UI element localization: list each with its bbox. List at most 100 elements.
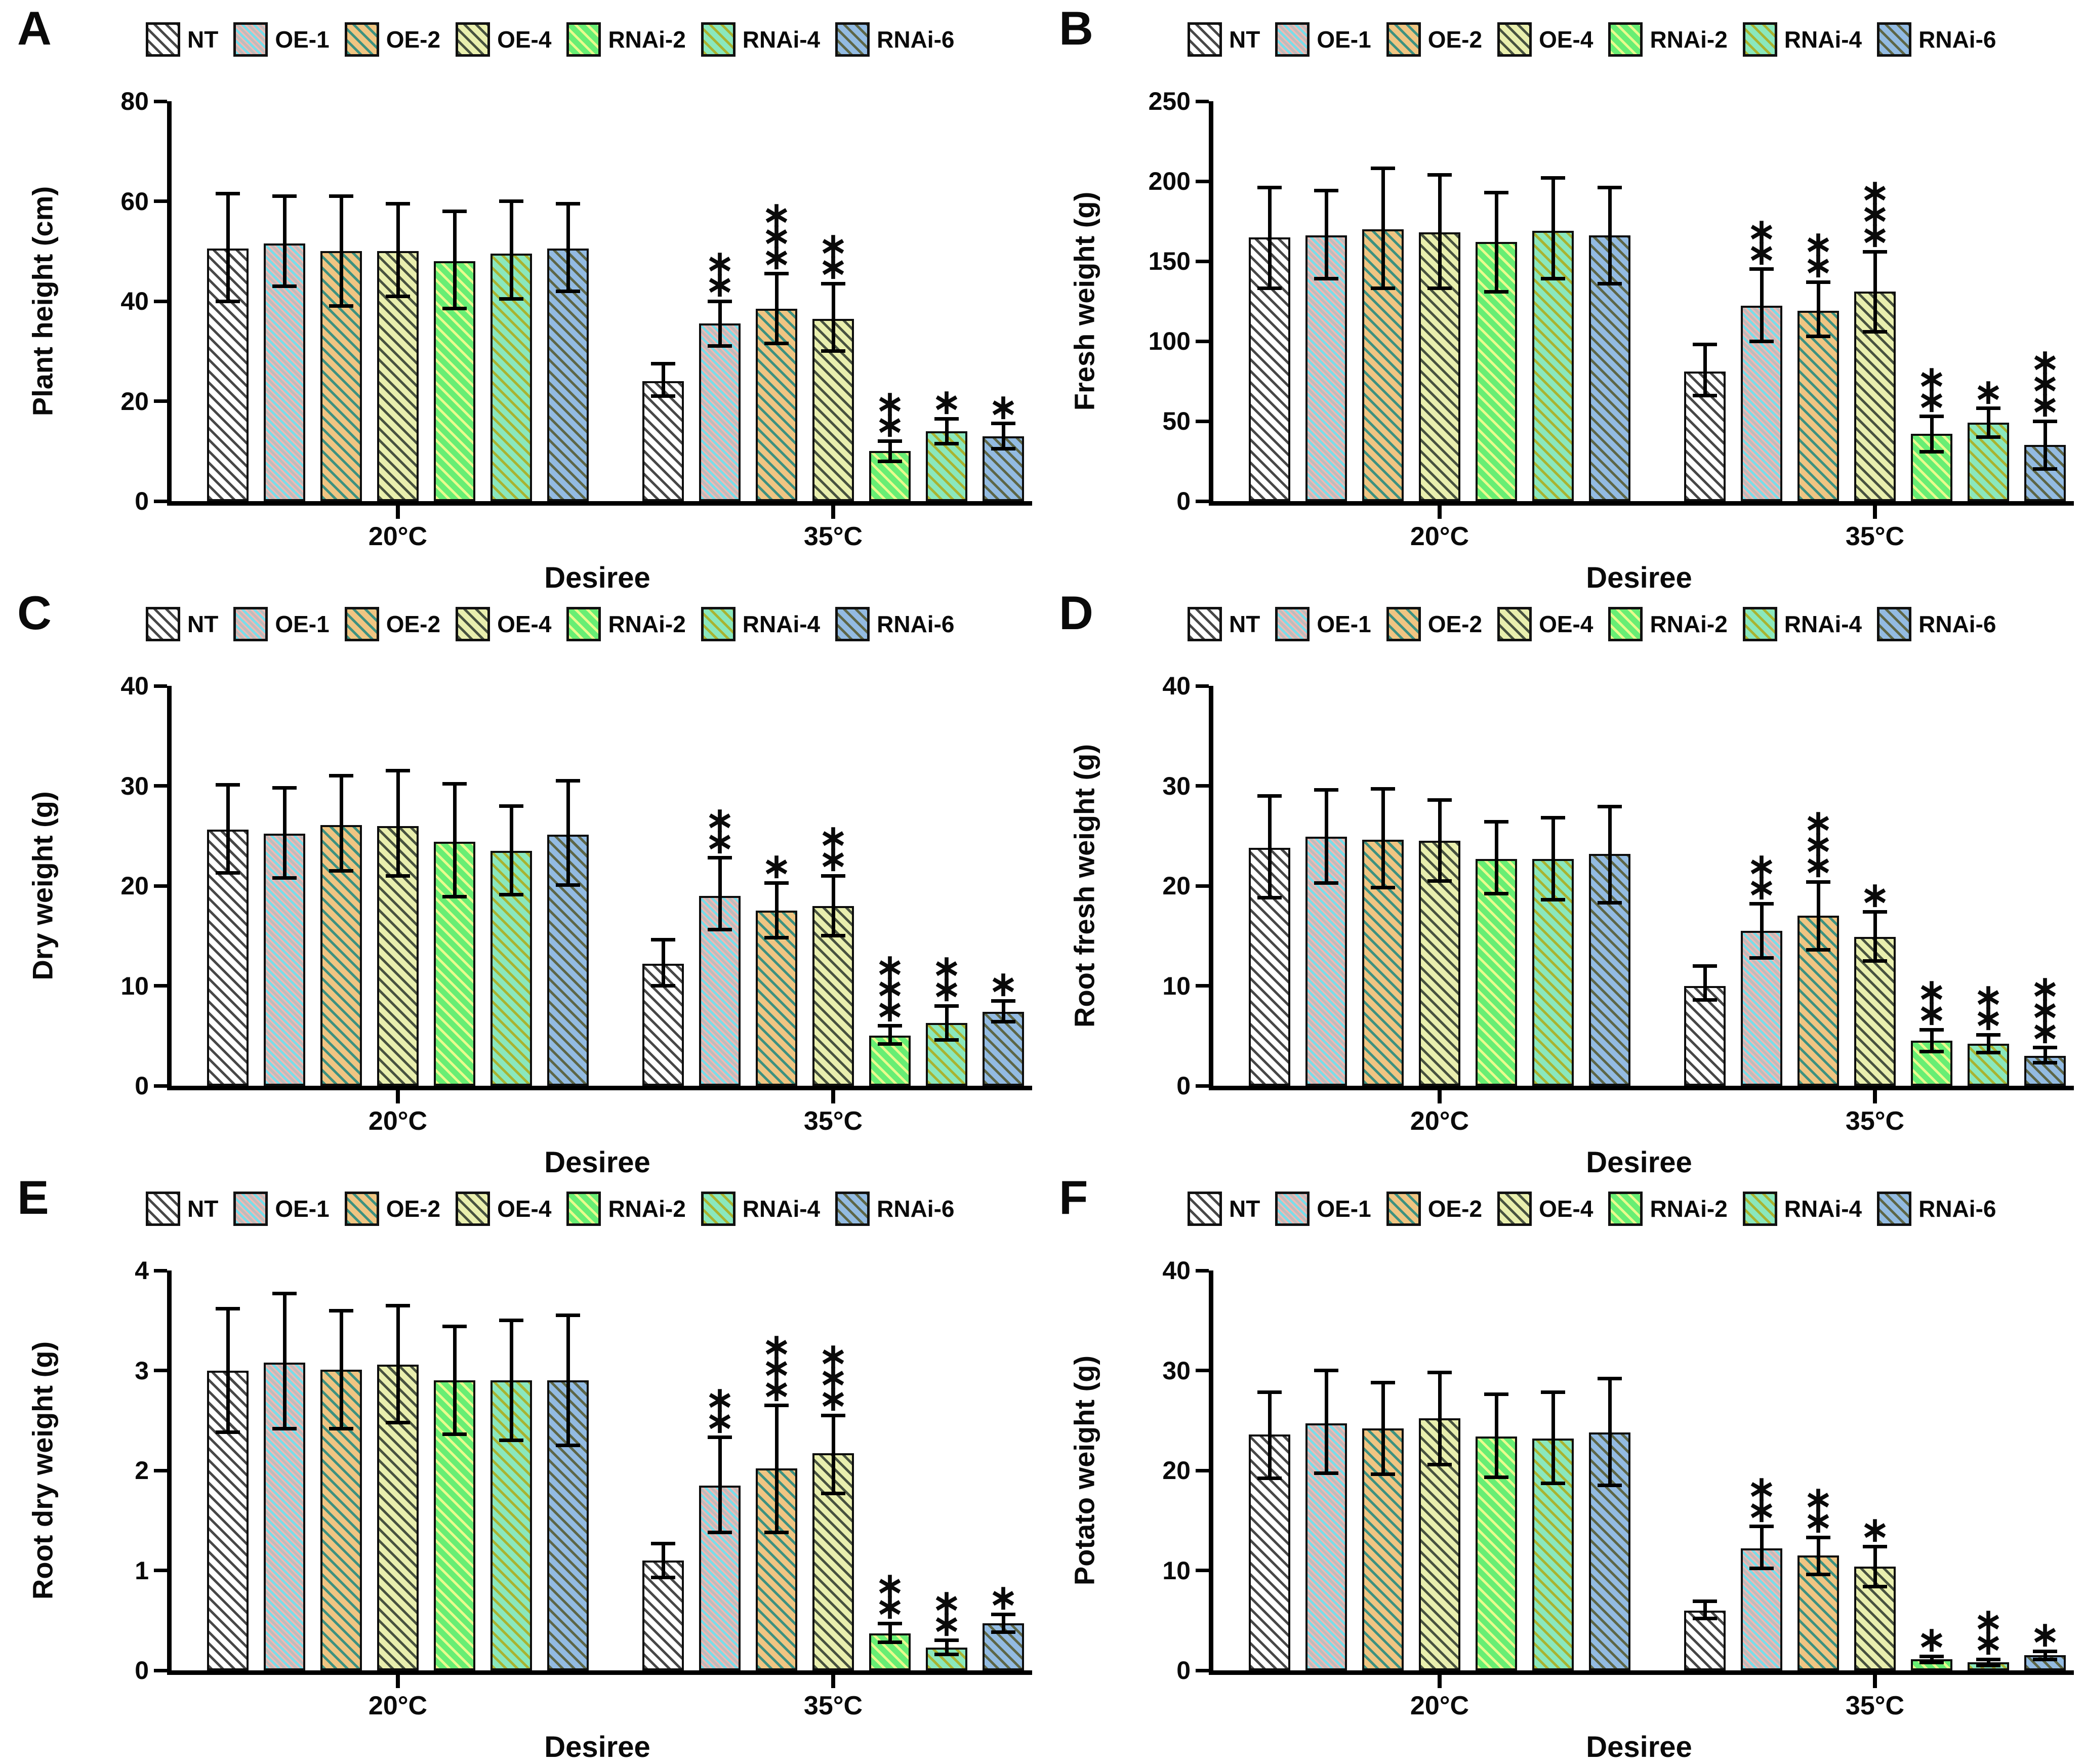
error-bar: [1703, 1601, 1707, 1619]
error-bar: [1438, 1372, 1442, 1465]
y-tick-label: 10: [120, 971, 149, 1000]
error-bar: [339, 196, 343, 306]
legend-swatch-icon: [233, 1192, 268, 1226]
legend-swatch-icon: [1275, 1192, 1310, 1226]
error-bar-cap: [1427, 879, 1452, 883]
error-bar-cap: [1976, 406, 2000, 411]
bar-nt-35°C: [1684, 1610, 1726, 1670]
error-bar: [718, 301, 722, 346]
bar-oe-4-20°C: [377, 826, 419, 1086]
error-bar-cap: [1976, 1051, 2000, 1055]
y-tick-mark: [1196, 179, 1209, 183]
panel-letter: D: [1059, 586, 1093, 639]
star-glyph: ∗: [1747, 233, 1776, 272]
legend-item-rnai-6: RNAi-6: [1877, 22, 1996, 57]
error-bar: [1703, 344, 1707, 396]
bar-rnai-6-35°C: [2024, 1055, 2066, 1086]
error-bar-cap: [1749, 1525, 1774, 1529]
error-bar: [1930, 1030, 1934, 1052]
legend-swatch-icon: [835, 1192, 870, 1226]
legend-label: OE-1: [1317, 611, 1371, 637]
error-bar-cap: [442, 1432, 467, 1437]
legend-swatch-icon: [566, 1192, 601, 1226]
legend-item-nt: NT: [1188, 607, 1260, 641]
error-bar-cap: [1749, 956, 1774, 960]
legend-swatch-icon: [1188, 607, 1222, 641]
error-bar-cap: [216, 1306, 240, 1310]
legend-label: RNAi-2: [1650, 1196, 1728, 1222]
y-tick-mark: [154, 399, 167, 403]
y-tick-label: 3: [135, 1356, 149, 1385]
star-glyph: ∗: [819, 248, 848, 286]
star-glyph: ∗: [932, 1604, 961, 1643]
legend-label: RNAi-6: [877, 611, 955, 637]
star-glyph: ∗: [2030, 385, 2060, 424]
y-tick-mark: [154, 1268, 167, 1273]
legend-swatch-icon: [1742, 1192, 1777, 1226]
error-bar-cap: [1976, 1657, 2000, 1661]
plot-area: 0 20 40 60 80 ∗ ∗ ∗ ∗ ∗ ∗ ∗ ∗ ∗ ∗ ∗ 20°C 35°C: [120, 87, 1032, 551]
panel-letter: F: [1059, 1171, 1088, 1224]
y-tick-mark: [154, 1369, 167, 1372]
error-bar-cap: [442, 307, 467, 311]
y-tick-mark: [1196, 339, 1209, 343]
error-bar: [661, 1543, 665, 1578]
significance-stars: ∗ ∗ ∗: [2020, 345, 2070, 424]
legend-item-rnai-4: RNAi-4: [1742, 1192, 1862, 1226]
error-bar-cap: [216, 192, 240, 196]
legend-label: OE-1: [1317, 1196, 1371, 1222]
error-bar-cap: [651, 1575, 675, 1579]
y-tick-label: 60: [120, 187, 149, 216]
significance-stars: ∗ ∗: [921, 1585, 972, 1643]
legend-item-nt: NT: [146, 22, 218, 57]
legend-swatch-icon: [1188, 22, 1222, 57]
error-bar-cap: [1314, 1471, 1338, 1475]
y-axis-title: Fresh weight (g): [1068, 191, 1100, 411]
legend-label: RNAi-2: [1650, 611, 1728, 637]
error-bar-cap: [1371, 787, 1395, 791]
legend-item-nt: NT: [1188, 22, 1260, 57]
significance-stars: ∗ ∗: [694, 1382, 745, 1438]
error-bar-cap: [1806, 1535, 1830, 1539]
error-bar: [1986, 408, 1990, 437]
significance-stars: ∗: [751, 849, 802, 883]
legend-swatch-icon: [1608, 607, 1643, 641]
legend-item-oe-1: OE-1: [1275, 22, 1371, 57]
significance-stars: ∗ ∗: [1963, 1604, 2014, 1660]
star-glyph: ∗: [819, 840, 848, 879]
star-glyph: ∗: [1974, 372, 2003, 411]
y-tick-label: 40: [1162, 672, 1191, 700]
x-tick-label: 35°C: [803, 1691, 863, 1720]
error-bar-cap: [1976, 1033, 2000, 1037]
error-bar: [1268, 1392, 1272, 1479]
error-bar-cap: [1598, 805, 1622, 809]
error-bar: [1438, 800, 1442, 881]
bar-rnai-6-20°C: [547, 249, 589, 501]
error-bar-cap: [708, 928, 732, 932]
error-bar: [1816, 1537, 1820, 1575]
y-tick-mark: [154, 1084, 167, 1088]
bar-oe-1-35°C: [1741, 306, 1782, 501]
star-glyph: ∗: [819, 1379, 848, 1418]
y-tick-mark: [1196, 99, 1209, 103]
x-axis-title: Desiree: [1586, 561, 1692, 594]
error-bar: [566, 781, 570, 885]
error-bar-cap: [1693, 1599, 1717, 1604]
x-tick-label: 35°C: [1845, 1106, 1905, 1136]
legend-item-rnai-2: RNAi-2: [1608, 1192, 1728, 1226]
error-bar: [282, 788, 287, 878]
panel-B: B NT OE-1 OE-2 OE-4 RNAi-2 RNAi-4 RNAi-6 Fresh w…: [1042, 0, 2084, 594]
error-bar: [1873, 912, 1877, 961]
plot-area: 0 10 20 30 40 ∗ ∗ ∗ ∗ ∗ ∗ ∗ ∗ ∗ 20°C 35°C: [1162, 1256, 2074, 1720]
significance-stars: ∗ ∗ ∗: [1793, 805, 1844, 882]
error-bar: [1816, 282, 1820, 337]
legend-item-rnai-2: RNAi-2: [566, 607, 686, 641]
error-bar-cap: [934, 441, 959, 445]
significance-stars: ∗ ∗ ∗: [808, 1339, 859, 1418]
error-bar-cap: [1484, 1392, 1508, 1397]
error-bar-cap: [764, 1530, 789, 1534]
legend: NT OE-1 OE-2 OE-4 RNAi-2 RNAi-4 RNAi-6: [146, 22, 954, 57]
error-bar: [1608, 1378, 1612, 1486]
legend-label: OE-1: [275, 26, 330, 53]
